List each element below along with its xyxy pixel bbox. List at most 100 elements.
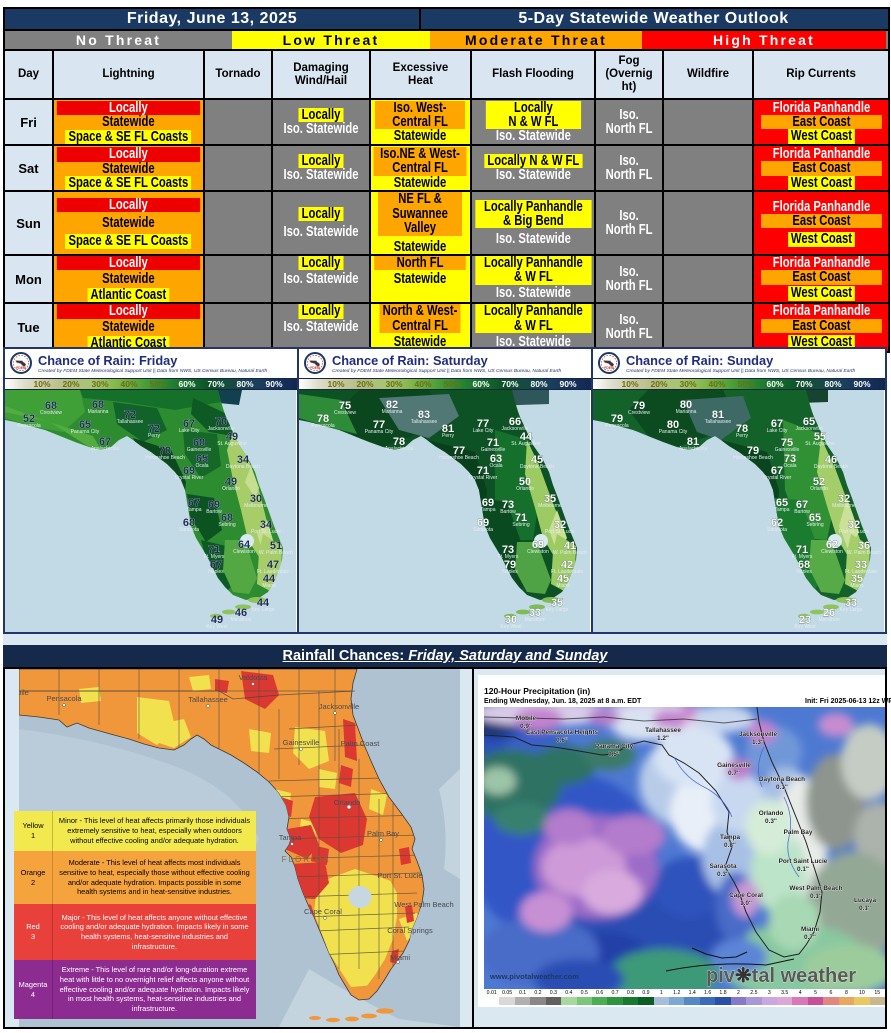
svg-text:Crestview: Crestview bbox=[40, 410, 62, 416]
svg-text:Miami: Miami bbox=[262, 583, 275, 589]
svg-text:71: 71 bbox=[208, 544, 220, 556]
svg-text:Apalachicola: Apalachicola bbox=[385, 446, 414, 452]
svg-text:49: 49 bbox=[225, 476, 237, 488]
svg-text:70: 70 bbox=[159, 445, 171, 457]
svg-text:67: 67 bbox=[771, 418, 783, 430]
svg-text:35: 35 bbox=[851, 573, 863, 585]
svg-text:82: 82 bbox=[386, 399, 398, 411]
svg-text:69: 69 bbox=[477, 517, 489, 529]
svg-text:Orlando: Orlando bbox=[222, 486, 240, 492]
svg-text:Tampa: Tampa bbox=[774, 507, 789, 513]
svg-text:Daytona Beach: Daytona Beach bbox=[520, 464, 554, 470]
svg-text:Daytona Beach: Daytona Beach bbox=[226, 464, 260, 470]
svg-text:33: 33 bbox=[855, 559, 867, 571]
svg-text:Port St. Lucie: Port St. Lucie bbox=[545, 529, 575, 535]
svg-text:Gainesville: Gainesville bbox=[283, 738, 320, 747]
svg-text:St. Augustine: St. Augustine bbox=[511, 441, 541, 447]
svg-text:73: 73 bbox=[502, 544, 514, 556]
svg-text:Crestview: Crestview bbox=[628, 410, 650, 416]
svg-text:81: 81 bbox=[442, 423, 454, 435]
svg-text:77: 77 bbox=[373, 419, 385, 431]
svg-text:34: 34 bbox=[237, 454, 250, 466]
svg-text:Ocala: Ocala bbox=[489, 463, 502, 469]
svg-text:Sebring: Sebring bbox=[806, 522, 823, 528]
svg-text:Ft. Myers: Ft. Myers bbox=[792, 554, 813, 560]
svg-text:Key West: Key West bbox=[206, 624, 228, 630]
svg-text:0.1": 0.1" bbox=[797, 866, 809, 873]
svg-text:51: 51 bbox=[270, 540, 282, 552]
svg-text:45: 45 bbox=[531, 454, 543, 466]
svg-text:70: 70 bbox=[215, 416, 227, 428]
svg-text:Apalachicola: Apalachicola bbox=[91, 446, 120, 452]
svg-text:77: 77 bbox=[477, 418, 489, 430]
svg-text:Orlando: Orlando bbox=[759, 810, 784, 817]
svg-text:Tampa: Tampa bbox=[720, 834, 741, 841]
svg-text:Marathon: Marathon bbox=[818, 617, 839, 623]
svg-text:Tallahassee: Tallahassee bbox=[188, 695, 228, 704]
svg-text:Perry: Perry bbox=[148, 433, 160, 439]
svg-text:Jacksonville: Jacksonville bbox=[796, 426, 823, 432]
svg-text:Perry: Perry bbox=[442, 433, 454, 439]
svg-text:Orlando: Orlando bbox=[810, 486, 828, 492]
svg-text:Key Largo: Key Largo bbox=[252, 607, 275, 613]
svg-text:26: 26 bbox=[823, 607, 835, 619]
svg-text:34: 34 bbox=[260, 519, 273, 531]
svg-text:68: 68 bbox=[221, 512, 233, 524]
svg-text:Panama City: Panama City bbox=[71, 429, 100, 435]
svg-text:71: 71 bbox=[487, 437, 499, 449]
svg-text:72: 72 bbox=[124, 409, 136, 421]
svg-text:Miami: Miami bbox=[850, 583, 863, 589]
svg-text:Cape Coral: Cape Coral bbox=[304, 907, 342, 916]
svg-text:79: 79 bbox=[611, 413, 623, 425]
svg-text:Melbourne: Melbourne bbox=[538, 503, 562, 509]
svg-text:0.6": 0.6" bbox=[556, 737, 568, 744]
svg-text:41: 41 bbox=[564, 540, 576, 552]
svg-text:Mobile: Mobile bbox=[516, 715, 537, 722]
svg-text:79: 79 bbox=[747, 445, 759, 457]
svg-text:Cape Coral: Cape Coral bbox=[729, 892, 763, 899]
svg-text:72: 72 bbox=[148, 423, 160, 435]
svg-text:Sarasota: Sarasota bbox=[767, 527, 787, 533]
svg-text:Daytona Beach: Daytona Beach bbox=[759, 776, 805, 783]
svg-text:73: 73 bbox=[502, 499, 514, 511]
svg-text:52: 52 bbox=[23, 413, 35, 425]
svg-text:Gainesville: Gainesville bbox=[481, 447, 506, 453]
svg-text:Perry: Perry bbox=[736, 433, 748, 439]
svg-text:75: 75 bbox=[781, 437, 793, 449]
svg-text:69: 69 bbox=[482, 497, 494, 509]
svg-text:65: 65 bbox=[79, 419, 91, 431]
svg-text:Ft. Myers: Ft. Myers bbox=[498, 554, 519, 560]
svg-text:62: 62 bbox=[771, 517, 783, 529]
svg-text:Clewiston: Clewiston bbox=[233, 549, 255, 555]
svg-text:67: 67 bbox=[210, 559, 222, 571]
svg-text:36: 36 bbox=[858, 540, 870, 552]
svg-text:Port St. Lucie: Port St. Lucie bbox=[839, 529, 869, 535]
svg-text:Orlando: Orlando bbox=[334, 798, 361, 807]
svg-text:78: 78 bbox=[393, 436, 405, 448]
svg-text:Lake City: Lake City bbox=[473, 428, 494, 434]
svg-text:1.3": 1.3" bbox=[752, 739, 764, 746]
svg-text:63: 63 bbox=[490, 453, 502, 465]
svg-text:81: 81 bbox=[687, 436, 699, 448]
svg-text:Naples: Naples bbox=[208, 569, 224, 575]
svg-text:Panama City: Panama City bbox=[595, 743, 634, 750]
svg-text:Horseshoe Beach: Horseshoe Beach bbox=[145, 455, 185, 461]
svg-text:Ft. Lauderdale: Ft. Lauderdale bbox=[845, 569, 877, 575]
svg-text:77: 77 bbox=[453, 445, 465, 457]
svg-text:23: 23 bbox=[799, 614, 811, 626]
svg-text:Valdosta: Valdosta bbox=[239, 673, 268, 682]
svg-text:Jacksonville: Jacksonville bbox=[739, 731, 777, 738]
svg-text:piv❋tal weather: piv❋tal weather bbox=[706, 965, 856, 987]
svg-text:Horseshoe Beach: Horseshoe Beach bbox=[733, 455, 773, 461]
svg-text:West Palm Beach: West Palm Beach bbox=[394, 900, 453, 909]
svg-text:0.9": 0.9" bbox=[520, 723, 532, 730]
svg-text:Gainesville: Gainesville bbox=[717, 762, 751, 769]
svg-text:Bartow: Bartow bbox=[794, 509, 810, 515]
svg-text:0.1": 0.1" bbox=[776, 784, 788, 791]
svg-text:73: 73 bbox=[784, 453, 796, 465]
svg-text:Ft. Myers: Ft. Myers bbox=[204, 554, 225, 560]
svg-text:W. Palm Beach: W. Palm Beach bbox=[847, 550, 881, 556]
svg-text:Marathon: Marathon bbox=[230, 617, 251, 623]
svg-text:Port St. Lucie: Port St. Lucie bbox=[251, 529, 281, 535]
svg-text:Bartow: Bartow bbox=[206, 509, 222, 515]
